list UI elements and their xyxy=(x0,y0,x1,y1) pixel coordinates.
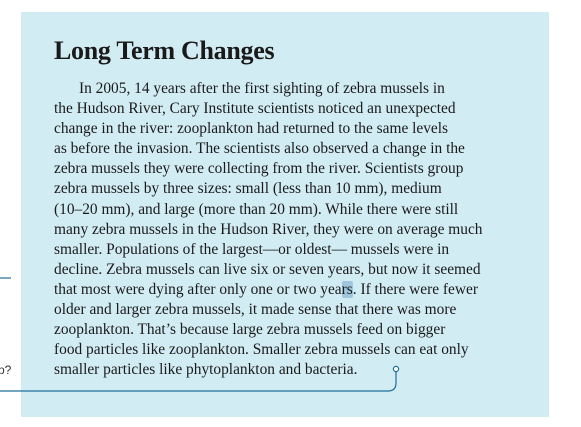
body-line: zebra mussels by three sizes: small (les… xyxy=(54,180,442,198)
body-line: smaller particles like phytoplankton and… xyxy=(54,361,358,379)
body-line: decline. Zebra mussels can live six or s… xyxy=(54,260,481,278)
body-line-with-highlight[interactable]: that most were dying after only one or t… xyxy=(54,280,544,300)
article-panel: Long Term Changes In 2005, 14 years afte… xyxy=(21,12,549,417)
body-line: the Hudson River, Cary Institute scienti… xyxy=(54,100,456,118)
body-line: zooplankton. That’s because large zebra … xyxy=(54,321,446,339)
body-line: change in the river: zooplankton had ret… xyxy=(54,120,449,138)
side-question-fragment: p? xyxy=(0,363,12,377)
body-line: as before the invasion. The scientists a… xyxy=(54,140,465,158)
section-title: Long Term Changes xyxy=(54,36,275,65)
body-line: zebra mussels they were collecting from … xyxy=(54,160,464,178)
body-line: older and larger zebra mussels, it made … xyxy=(54,301,457,319)
body-line: smaller. Populations of the largest—or o… xyxy=(54,240,450,258)
body-line: many zebra mussels in the Hudson River, … xyxy=(54,220,483,238)
body-line: (10–20 mm), and large (more than 20 mm).… xyxy=(54,200,459,218)
highlight-after-text: . If there were fewer xyxy=(352,280,478,298)
section-body: In 2005, 14 years after the first sighti… xyxy=(54,79,544,380)
body-line: food particles like zooplankton. Smaller… xyxy=(54,341,469,359)
body-line: In 2005, 14 years after the first sighti… xyxy=(79,80,445,97)
text-highlight-anchor[interactable]: rs xyxy=(341,280,353,298)
highlight-before-text: that most were dying after only one or t… xyxy=(54,280,342,298)
